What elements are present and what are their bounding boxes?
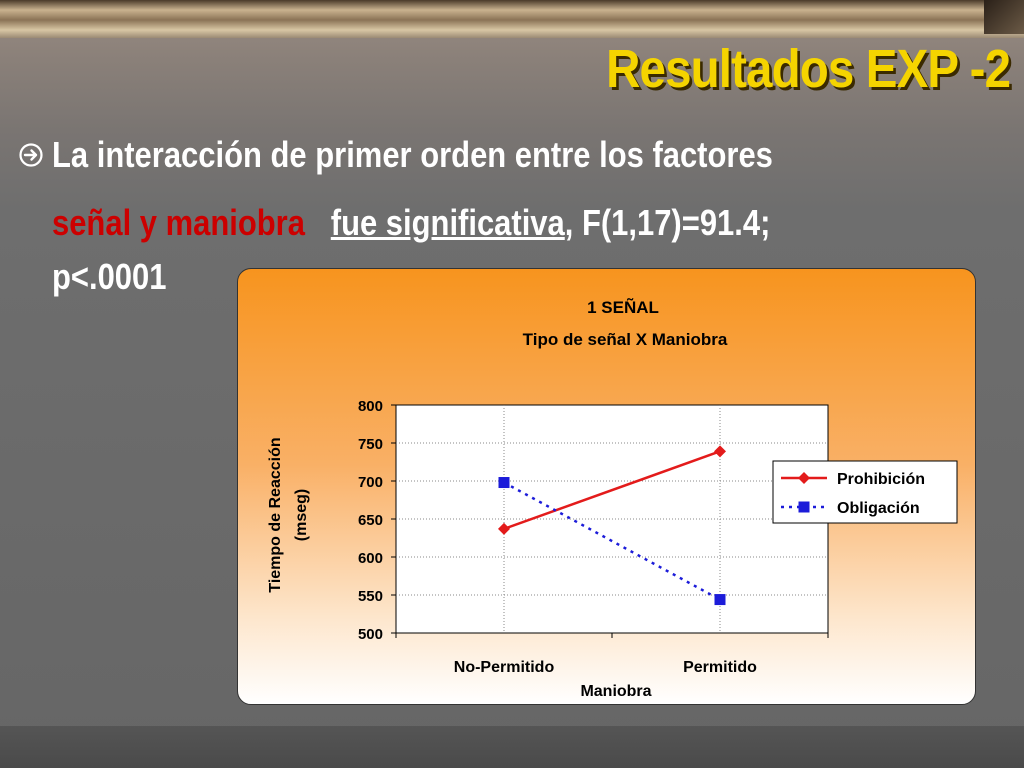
y-tick-label: 650 [358, 512, 383, 529]
chart-title: 1 SEÑAL [587, 297, 659, 317]
series-line-2 [503, 481, 721, 601]
series-line-1 [503, 450, 721, 531]
arrow-bullet-icon [19, 143, 43, 167]
top-decorative-band [0, 0, 1024, 38]
y-tick-label: 600 [358, 550, 383, 567]
data-point-series-1 [498, 522, 510, 535]
y-axis-label-line2: (mseg) [293, 489, 310, 541]
legend-marker-1 [798, 472, 810, 484]
highlight-factors: señal y maniobra [52, 202, 305, 243]
slide-title: Resultados EXP -2 [605, 39, 1011, 99]
data-point-series-2 [714, 594, 726, 606]
y-tick-label: 500 [358, 626, 383, 643]
legend-label-2: Obligación [837, 500, 920, 517]
y-tick-label: 550 [358, 588, 383, 605]
underlined-significant: fue significativa [330, 202, 565, 243]
chart-subtitle: Tipo de señal X Maniobra [523, 330, 728, 349]
chart-panel: 1 SEÑAL Tipo de señal X Maniobra Maniobr… [237, 268, 976, 705]
y-tick-label: 800 [358, 398, 383, 415]
y-tick-label: 750 [358, 436, 383, 453]
legend-marker-2 [798, 501, 810, 513]
x-tick-label: Permitido [683, 659, 757, 676]
x-axis-label: Maniobra [580, 683, 651, 700]
bullet-text-line-1: La interacción de primer orden entre los… [52, 134, 773, 175]
bottom-decorative-band [0, 726, 1024, 768]
legend-box [772, 460, 958, 524]
data-point-series-1 [714, 445, 726, 458]
f-statistic: , F(1,17)=91.4; [564, 202, 771, 243]
y-axis-label-line1: Tiempo de Reacción [267, 437, 284, 592]
bullet-text-line-2: señal y maniobra fue significativa, F(1,… [52, 202, 770, 244]
legend-label-1: Prohibición [837, 471, 925, 488]
line-chart: 1 SEÑAL Tipo de señal X Maniobra Maniobr… [267, 297, 958, 700]
p-value: p<.0001 [52, 256, 167, 297]
y-tick-label: 700 [358, 474, 383, 491]
data-point-series-2 [498, 477, 510, 489]
x-tick-label: No-Permitido [454, 659, 555, 676]
